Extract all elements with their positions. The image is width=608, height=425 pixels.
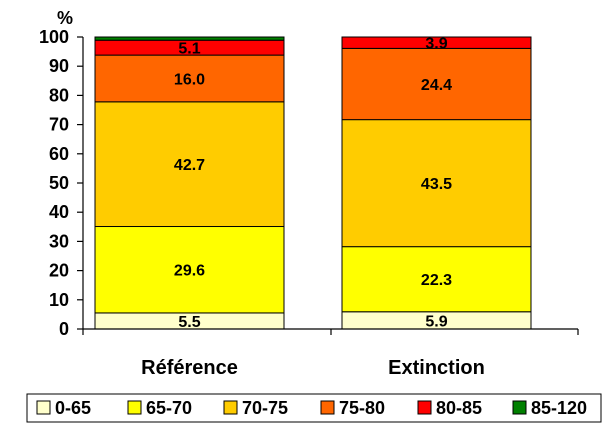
y-axis: 0 10 20 30 40 50 60 70 80 90 100 — [39, 27, 84, 339]
y-tick-label: 20 — [49, 261, 69, 281]
bar-value-label: 43.5 — [421, 176, 452, 193]
legend-item-label: 80-85 — [436, 398, 482, 418]
legend-item-label: 70-75 — [242, 398, 288, 418]
legend-swatch — [417, 400, 432, 415]
legend: 0-65 65-70 70-75 75-80 80-85 85-120 — [26, 393, 602, 423]
y-axis-label: % — [57, 8, 73, 28]
bar-segment — [94, 226, 285, 314]
y-tick-label: 60 — [49, 144, 69, 164]
bar-segment — [341, 246, 532, 313]
bar-value-label: 29.6 — [174, 263, 205, 280]
x-axis: Référence Extinction — [82, 328, 579, 379]
legend-frame — [26, 393, 602, 423]
legend-item-label: 75-80 — [339, 398, 385, 418]
bar-segment — [341, 36, 532, 49]
y-tick-label: 40 — [49, 202, 69, 222]
y-tick-label: 90 — [49, 56, 69, 76]
bar-value-label: 5.9 — [425, 313, 447, 330]
legend-swatch — [512, 400, 527, 415]
bar-value-label: 24.4 — [421, 77, 452, 94]
legend-item-label: 0-65 — [55, 398, 91, 418]
bar-segment — [94, 101, 285, 228]
y-tick-label: 30 — [49, 231, 69, 251]
legend-swatch — [320, 400, 335, 415]
x-category-label: Extinction — [388, 357, 485, 379]
y-tick-label: 0 — [59, 319, 69, 339]
legend-swatch — [223, 400, 238, 415]
bar-segment — [94, 54, 285, 103]
bar-value-label: 22.3 — [421, 272, 452, 289]
y-tick-label: 70 — [49, 115, 69, 135]
y-tick-label: 100 — [39, 27, 69, 47]
x-category-label: Référence — [141, 357, 238, 379]
bar-segment — [341, 47, 532, 121]
bar-value-label: 5.5 — [178, 314, 200, 331]
legend-item-label: 65-70 — [146, 398, 192, 418]
y-tick-label: 10 — [49, 290, 69, 310]
legend-swatch — [127, 400, 142, 415]
legend-swatch — [36, 400, 51, 415]
bar-value-label: 42.7 — [174, 157, 205, 174]
bar-segment — [94, 36, 285, 41]
bar-value-label: 3.9 — [425, 36, 447, 53]
y-tick-label: 80 — [49, 85, 69, 105]
bar-value-label: 16.0 — [174, 71, 205, 88]
legend-item-label: 85-120 — [531, 398, 587, 418]
bars: 5.5 29.6 42.7 16.0 5.1 5.9 22.3 43.5 24.4 3.9 — [94, 36, 532, 331]
bar-segment — [341, 119, 532, 248]
bar-value-label: 5.1 — [178, 41, 200, 58]
y-tick-label: 50 — [49, 173, 69, 193]
